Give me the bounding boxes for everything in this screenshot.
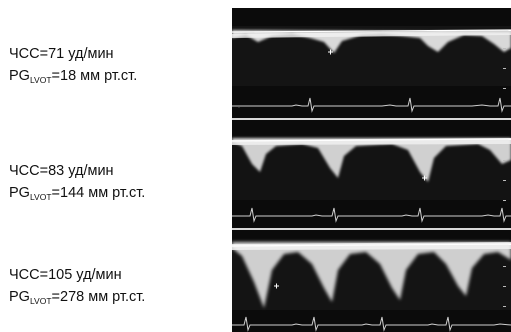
doppler-strip-2 xyxy=(232,120,511,228)
strip-marker: · xyxy=(238,105,240,111)
doppler-spectrum-2 xyxy=(232,120,511,228)
heart-rate-label: ЧСС=83 уд/мин xyxy=(9,163,114,179)
pressure-gradient-label: PGLVOT=18 мм рт.ст. xyxy=(9,68,138,85)
heart-rate-label: ЧСС=71 уд/мин xyxy=(9,46,114,62)
measurement-group-1: ЧСС=71 уд/мин PGLVOT=18 мм рт.ст. xyxy=(9,43,137,87)
measurement-group-3: ЧСС=105 уд/мин PGLVOT=278 мм рт.ст. xyxy=(9,264,145,308)
doppler-spectrum-1: · xyxy=(232,8,511,118)
measurement-labels: ЧСС=71 уд/мин PGLVOT=18 мм рт.ст. ЧСС=83… xyxy=(0,0,230,332)
measurement-group-2: ЧСС=83 уд/мин PGLVOT=144 мм рт.ст. xyxy=(9,160,145,204)
pressure-gradient-label: PGLVOT=144 мм рт.ст. xyxy=(9,185,146,202)
strip-divider xyxy=(232,118,511,120)
doppler-spectrum-3 xyxy=(232,230,511,332)
doppler-strip-3 xyxy=(232,230,511,332)
doppler-strip-1: · xyxy=(232,8,511,118)
heart-rate-label: ЧСС=105 уд/мин xyxy=(9,267,122,283)
strip-divider xyxy=(232,228,511,230)
pressure-gradient-label: PGLVOT=278 мм рт.ст. xyxy=(9,289,146,306)
